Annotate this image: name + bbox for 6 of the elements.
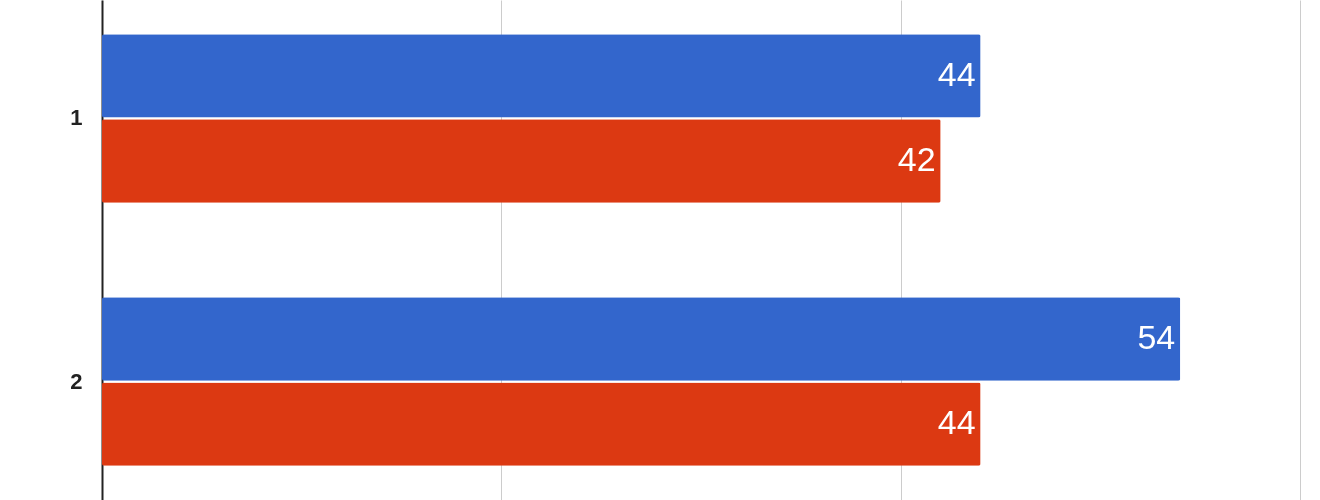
data-label: 54 (1137, 318, 1176, 357)
data-label: 42 (897, 139, 936, 178)
data-label: 44 (937, 54, 976, 93)
y-tick-label: 2 (70, 368, 83, 394)
y-tick-label: 1 (70, 105, 83, 131)
data-label: 44 (937, 403, 976, 442)
